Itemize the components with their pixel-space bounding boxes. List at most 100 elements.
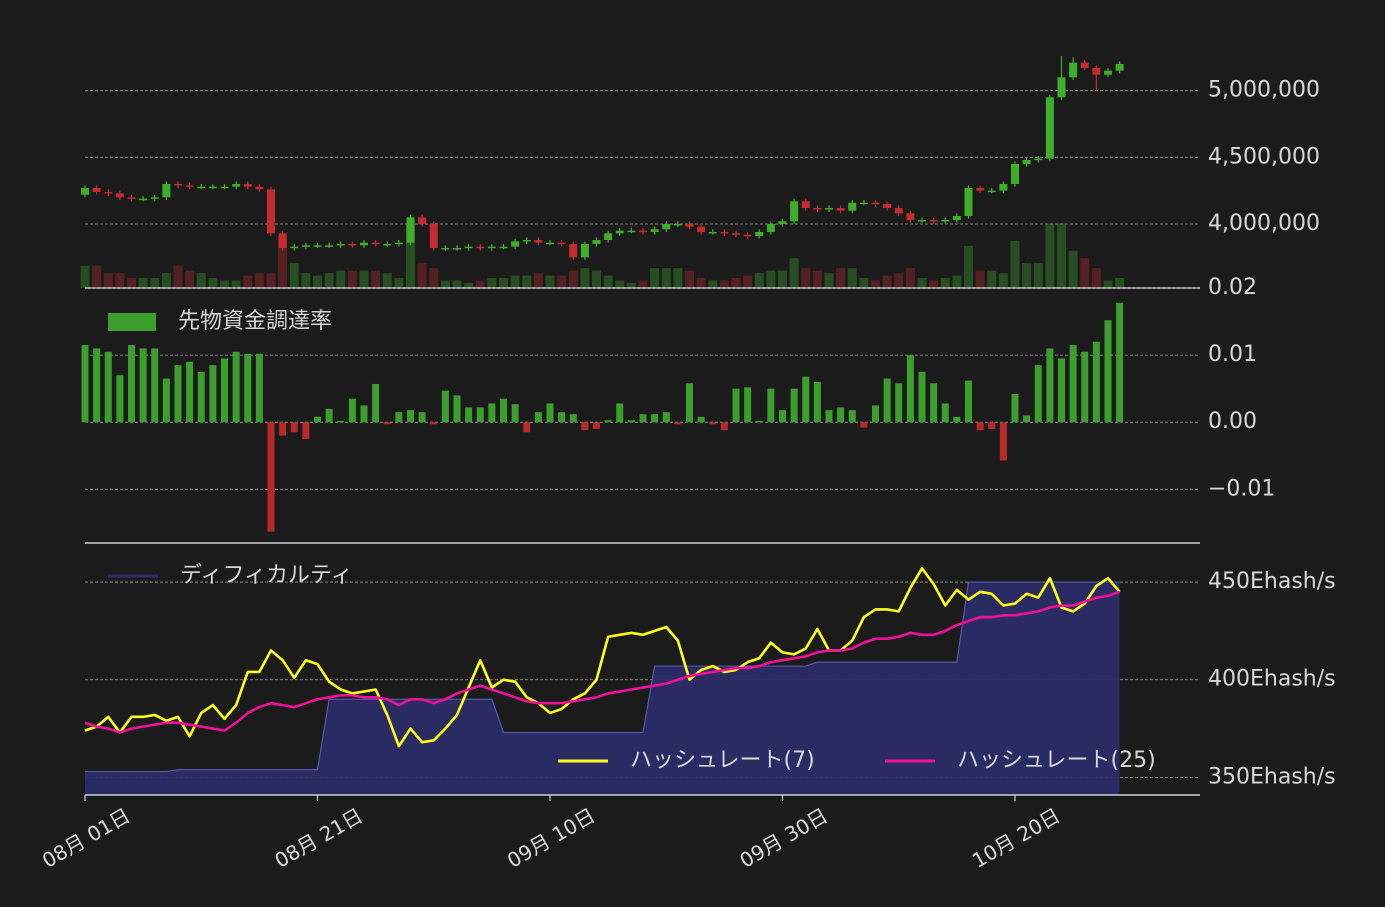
candle-body [650,229,659,232]
candle-body [801,201,810,208]
volume-bar [917,278,927,288]
bar [976,422,984,431]
bar [441,390,449,423]
bar [744,387,752,423]
candle-body [301,245,310,247]
volume-bar [929,280,939,288]
bar [1011,394,1019,423]
volume-bar [766,270,776,288]
candle-body [464,246,473,249]
candle-body [1022,160,1031,164]
bar [534,412,542,423]
volume-bar [533,273,543,288]
bar [325,408,333,423]
candle-body [639,230,647,233]
candle-body [1057,77,1066,98]
candle-body [511,241,520,247]
bar [953,416,961,423]
candle-body [790,201,799,222]
bar [604,420,612,423]
candle-body [999,184,1008,191]
volume-bar [1091,268,1101,288]
volume-bar [103,273,113,288]
candle-body [371,242,380,245]
volume-bar [847,268,857,288]
bar [372,383,380,423]
bar [360,405,368,423]
candle-body [1034,158,1043,161]
bar [523,422,531,433]
volume-bar [975,270,985,288]
candle-body [1045,97,1054,159]
candle-body [673,224,682,226]
candle-body [1080,62,1089,68]
bar [593,422,600,429]
candle-body [348,244,357,246]
bar [116,375,124,423]
candle-body [394,242,403,245]
bar [488,403,496,423]
y-tick-label: 0.01 [1208,342,1257,367]
bar [232,351,240,423]
line [84,590,1121,734]
candle-body [290,246,299,249]
candle-body [476,246,485,249]
y-tick-label: 5,000,000 [1208,78,1320,103]
candle-body [499,246,508,249]
volume-bar [1080,258,1090,288]
volume-bar [394,278,404,288]
bar [813,381,821,423]
volume-bar [603,275,613,288]
bar [639,414,647,423]
candle-body [708,232,717,234]
candle-body [557,242,566,245]
candle-body [592,240,601,244]
bar [674,422,682,425]
volume-bar [894,273,904,288]
volume-bar [173,265,183,288]
bar [197,371,205,423]
volume-bar [231,280,241,288]
bar [848,410,856,423]
candle-body [906,213,915,220]
candle-body [534,240,543,243]
volume-bar [743,275,753,288]
bar [616,403,624,423]
legend-label: 先物資金調達率 [178,309,332,334]
bar [941,403,949,423]
volume-bar [208,278,218,288]
volume-bar [952,275,962,288]
candle-body [1069,62,1078,78]
volume-bar [836,268,846,288]
bar [174,365,182,423]
candle-body [604,233,613,240]
candle-body [952,216,961,220]
y-tick-label: 4,500,000 [1208,144,1320,169]
volume-bar [615,280,625,288]
bar [918,371,926,423]
volume-bar [301,273,311,288]
volume-bar [696,278,706,288]
candle-body [929,220,938,222]
bar [186,361,194,423]
candle-body [522,240,531,242]
candle-body [255,186,264,190]
bar [383,422,391,425]
bar [872,405,879,423]
candle-body [360,242,368,246]
volume-bar [778,270,787,288]
legend-label: ハッシュレート(25) [957,748,1156,773]
candle-body [918,220,926,222]
volume-bar [254,273,264,288]
volume-bar [685,270,694,288]
bar [151,348,159,423]
bar [453,395,461,423]
candle-body [778,221,787,224]
bar [627,420,635,423]
volume-bar [347,270,357,288]
y-tick-label: 0.00 [1208,409,1257,434]
bar [546,403,554,423]
volume-bar [92,265,102,288]
volume-bar [580,268,590,288]
